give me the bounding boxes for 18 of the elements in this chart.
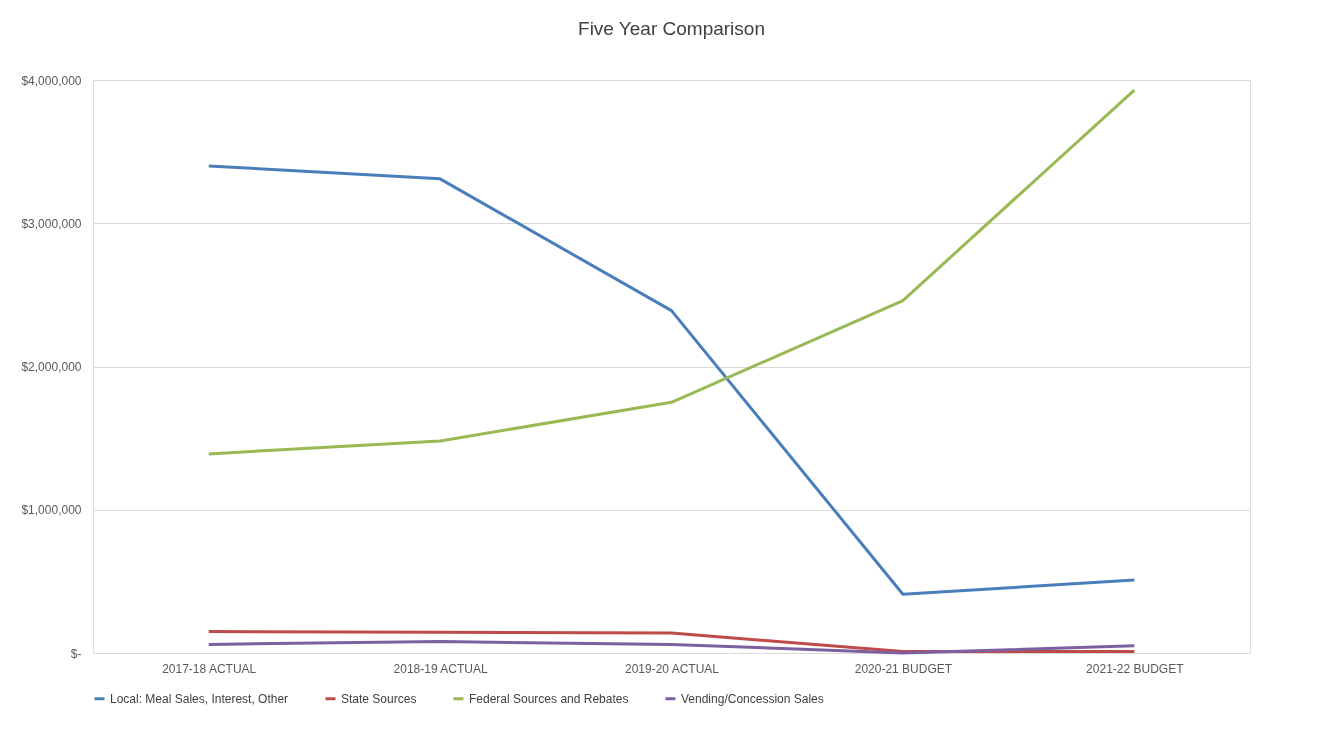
line-series <box>207 164 1136 596</box>
x-tick-label: 2020-21 BUDGET <box>854 661 953 676</box>
y-tick-label: $3,000,000 <box>21 216 82 231</box>
x-tick-label: 2017-18 ACTUAL <box>162 661 257 676</box>
y-tick-label: $1,000,000 <box>21 503 82 518</box>
chart-title: Five Year Comparison <box>578 18 765 39</box>
y-tick-label: $4,000,000 <box>21 73 82 88</box>
y-tick-label: $2,000,000 <box>21 360 82 374</box>
line-series <box>207 640 1136 655</box>
legend-label: State Sources <box>341 691 417 706</box>
x-tick-label: 2021-22 BUDGET <box>1086 661 1185 676</box>
x-tick-label: 2018-19 ACTUAL <box>393 661 488 676</box>
legend-label: Local: Meal Sales, Interest, Other <box>110 691 289 706</box>
x-tick-label: 2019-20 ACTUAL <box>624 661 720 676</box>
y-tick-label: $- <box>70 646 82 661</box>
legend-label: Federal Sources and Rebates <box>469 691 629 706</box>
line-series <box>207 88 1136 456</box>
legend-label: Vending/Concession Sales <box>681 691 824 706</box>
